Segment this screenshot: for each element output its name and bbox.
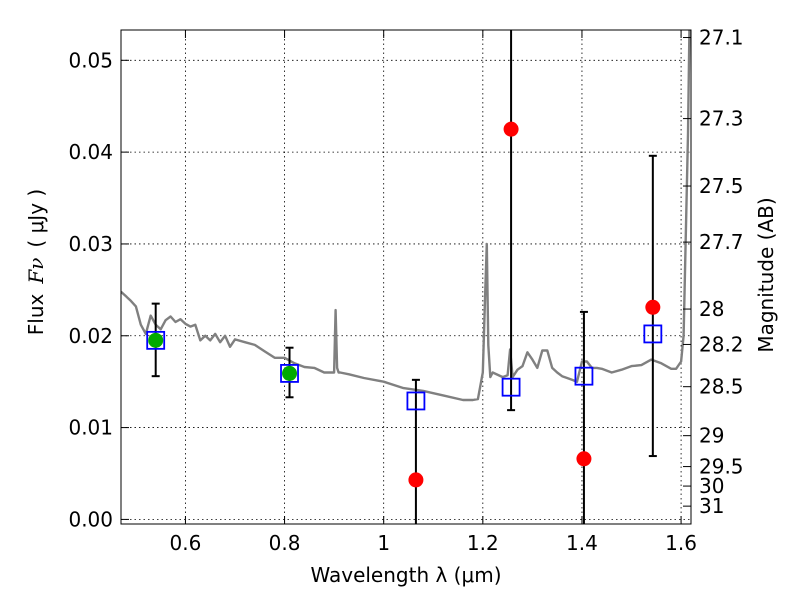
right-tick-label: 29 bbox=[699, 424, 724, 448]
model-square bbox=[280, 364, 299, 383]
model-square bbox=[406, 391, 426, 411]
right-tick-label: 28 bbox=[699, 297, 724, 321]
model-square bbox=[574, 366, 594, 386]
right-tick-label: 27.3 bbox=[699, 107, 744, 131]
x-tick-label: 0.6 bbox=[170, 531, 202, 555]
model-square bbox=[501, 377, 521, 397]
model-square bbox=[146, 330, 166, 350]
nondetection-point bbox=[408, 472, 424, 488]
y-axis-label-left: Flux Fν ( μJy ) bbox=[24, 189, 48, 335]
detection-point bbox=[148, 332, 164, 348]
model-square bbox=[643, 324, 663, 344]
x-tick-label: 1.4 bbox=[566, 531, 598, 555]
right-tick-label: 27.5 bbox=[699, 174, 744, 198]
x-tick-label: 1.6 bbox=[665, 531, 697, 555]
y-tick-label: 0.02 bbox=[68, 324, 113, 348]
right-tick-label: 28.2 bbox=[699, 332, 744, 356]
right-tick-label: 27.7 bbox=[699, 230, 744, 254]
y-tick-label: 0.03 bbox=[68, 232, 113, 256]
grid-layer bbox=[121, 30, 691, 524]
y-label-unit: ( μJy ) bbox=[24, 189, 48, 248]
nondetection-point bbox=[576, 451, 592, 467]
x-tick-label: 1 bbox=[377, 531, 390, 555]
tick-label-layer: 0.6 0.8 1 1.2 1.4 1.6 0.00 0.01 0.02 0.03 0.04 0.05… bbox=[68, 26, 743, 555]
y-tick-label: 0.00 bbox=[68, 507, 113, 531]
nondetection-point bbox=[503, 121, 519, 137]
nondetection-point bbox=[645, 299, 661, 315]
tick-layer bbox=[121, 30, 691, 524]
right-tick-label: 27.1 bbox=[699, 26, 744, 50]
right-tick-label: 29.5 bbox=[699, 455, 744, 479]
spectrum-line bbox=[121, 30, 691, 402]
right-tick-label: 30 bbox=[699, 474, 724, 498]
right-tick-label: 31 bbox=[699, 494, 724, 518]
y-axis-label-right: Magnitude (AB) bbox=[754, 197, 778, 352]
detection-point bbox=[282, 365, 298, 381]
y-label-symbol: Fν bbox=[24, 258, 48, 285]
x-axis-label: Wavelength λ (μm) bbox=[310, 563, 501, 587]
right-tick-label: 28.5 bbox=[699, 375, 744, 399]
point-layer bbox=[148, 121, 661, 488]
spectrum-layer bbox=[121, 30, 691, 402]
y-tick-label: 0.01 bbox=[68, 416, 113, 440]
x-tick-label: 1.2 bbox=[467, 531, 499, 555]
y-tick-label: 0.04 bbox=[68, 140, 113, 164]
x-tick-label: 0.8 bbox=[269, 531, 301, 555]
plot-frame bbox=[120, 29, 692, 525]
y-label-prefix: Flux bbox=[24, 293, 48, 335]
square-layer bbox=[146, 324, 663, 411]
y-tick-label: 0.05 bbox=[68, 48, 113, 72]
